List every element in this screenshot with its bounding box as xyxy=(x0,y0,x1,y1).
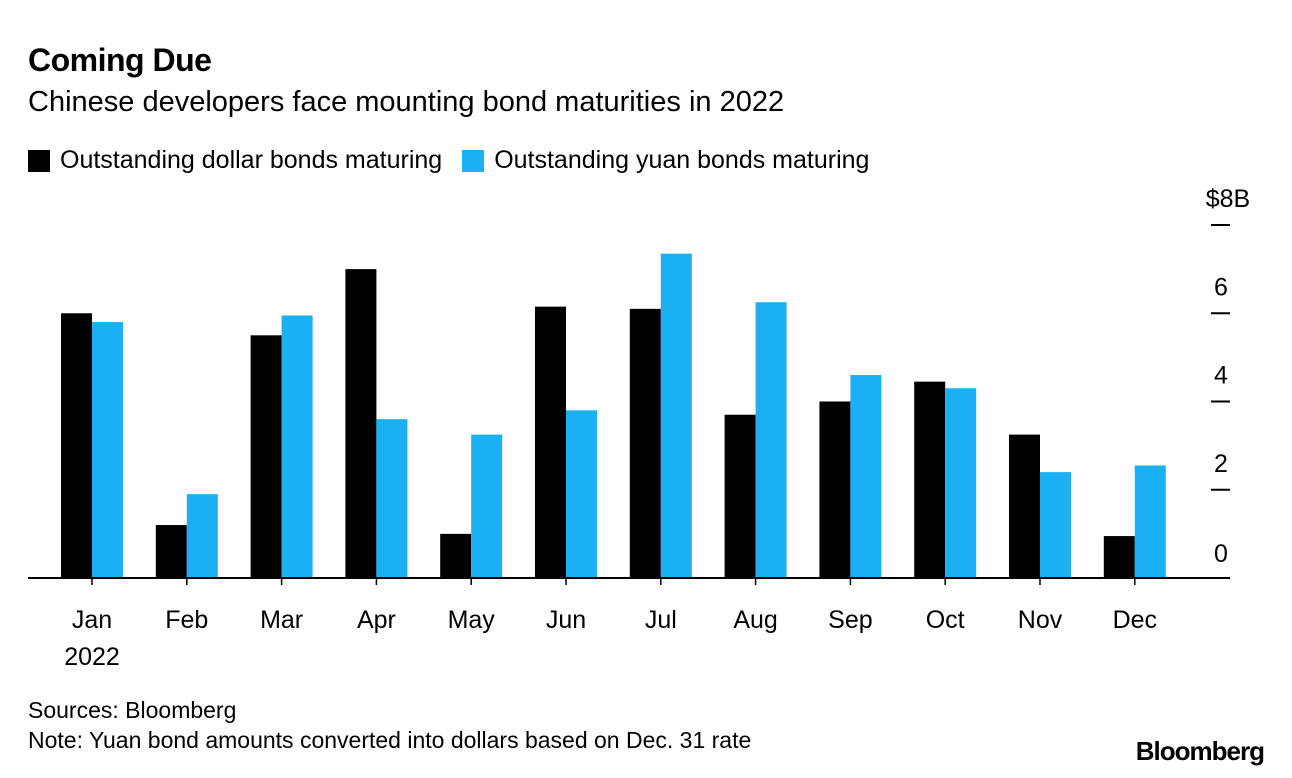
bar-chart: Jan 2022 Feb Mar Apr May Jun Jul Aug Sep Oct Nov Dec… xyxy=(28,185,1250,671)
note-text: Note: Yuan bond amounts converted into d… xyxy=(28,727,752,753)
x-tick-label-sep: Sep xyxy=(828,606,872,634)
x-tick-label-feb: Feb xyxy=(165,606,208,634)
y-tick-label-8: $8B xyxy=(1206,185,1250,213)
bar-dollar-jan xyxy=(61,313,92,578)
x-tick-label-may: May xyxy=(448,606,496,634)
x-tick-label-nov: Nov xyxy=(1018,606,1063,634)
legend-label-dollar: Outstanding dollar bonds maturing xyxy=(60,146,443,174)
x-tick-sublabel-jan: 2022 xyxy=(64,643,120,671)
x-tick-label-dec: Dec xyxy=(1113,606,1157,634)
legend-swatch-dollar xyxy=(28,149,50,172)
bar-yuan-sep xyxy=(850,375,882,578)
x-tick-label-apr: Apr xyxy=(357,606,396,634)
bar-dollar-aug xyxy=(724,414,756,578)
bar-dollar-apr xyxy=(345,269,377,578)
x-tick-label-jan: Jan xyxy=(72,606,112,634)
chart-title: Coming Due xyxy=(28,42,212,78)
chart-footer: Sources: Bloomberg Note: Yuan bond amoun… xyxy=(28,695,751,755)
bar-yuan-jul xyxy=(660,253,692,578)
y-tick-label-2: 2 xyxy=(1214,450,1228,478)
y-tick-label-0: 0 xyxy=(1214,540,1228,568)
bar-yuan-feb xyxy=(186,494,218,578)
bar-yuan-mar xyxy=(281,315,313,578)
bar-dollar-may xyxy=(440,533,472,578)
x-tick-label-jun: Jun xyxy=(546,606,586,634)
bar-dollar-sep xyxy=(819,401,851,578)
source-text: Sources: Bloomberg xyxy=(28,697,237,723)
bar-dollar-jun xyxy=(535,306,566,578)
x-tick-label-oct: Oct xyxy=(926,606,965,634)
bar-dollar-oct xyxy=(914,381,946,578)
chart-subtitle: Chinese developers face mounting bond ma… xyxy=(28,86,785,118)
y-tick-label-4: 4 xyxy=(1214,362,1228,390)
legend-item-dollar: Outstanding dollar bonds maturing xyxy=(28,146,442,175)
bar-yuan-aug xyxy=(755,302,787,578)
x-tick-label-aug: Aug xyxy=(733,606,777,634)
bloomberg-logo: Bloomberg xyxy=(1135,736,1265,766)
legend-swatch-yuan xyxy=(462,149,485,172)
bar-yuan-jan xyxy=(92,322,123,578)
bar-dollar-jul xyxy=(629,308,661,578)
legend-label-yuan: Outstanding yuan bonds maturing xyxy=(494,146,870,174)
bar-yuan-dec xyxy=(1134,465,1166,578)
bar-dollar-feb xyxy=(155,525,187,578)
bar-yuan-oct xyxy=(945,388,977,578)
bar-dollar-dec xyxy=(1103,536,1135,578)
y-tick-label-6: 6 xyxy=(1214,273,1228,301)
bar-dollar-mar xyxy=(250,335,282,578)
bar-yuan-apr xyxy=(376,419,408,578)
x-tick-label-mar: Mar xyxy=(260,606,303,634)
legend: Outstanding dollar bonds maturing Outsta… xyxy=(28,146,889,175)
bar-yuan-jun xyxy=(566,410,597,578)
bar-yuan-nov xyxy=(1040,472,1071,578)
legend-item-yuan: Outstanding yuan bonds maturing xyxy=(462,146,869,175)
bar-dollar-nov xyxy=(1009,434,1040,578)
bar-yuan-may xyxy=(471,434,503,578)
x-tick-label-jul: Jul xyxy=(645,606,677,634)
